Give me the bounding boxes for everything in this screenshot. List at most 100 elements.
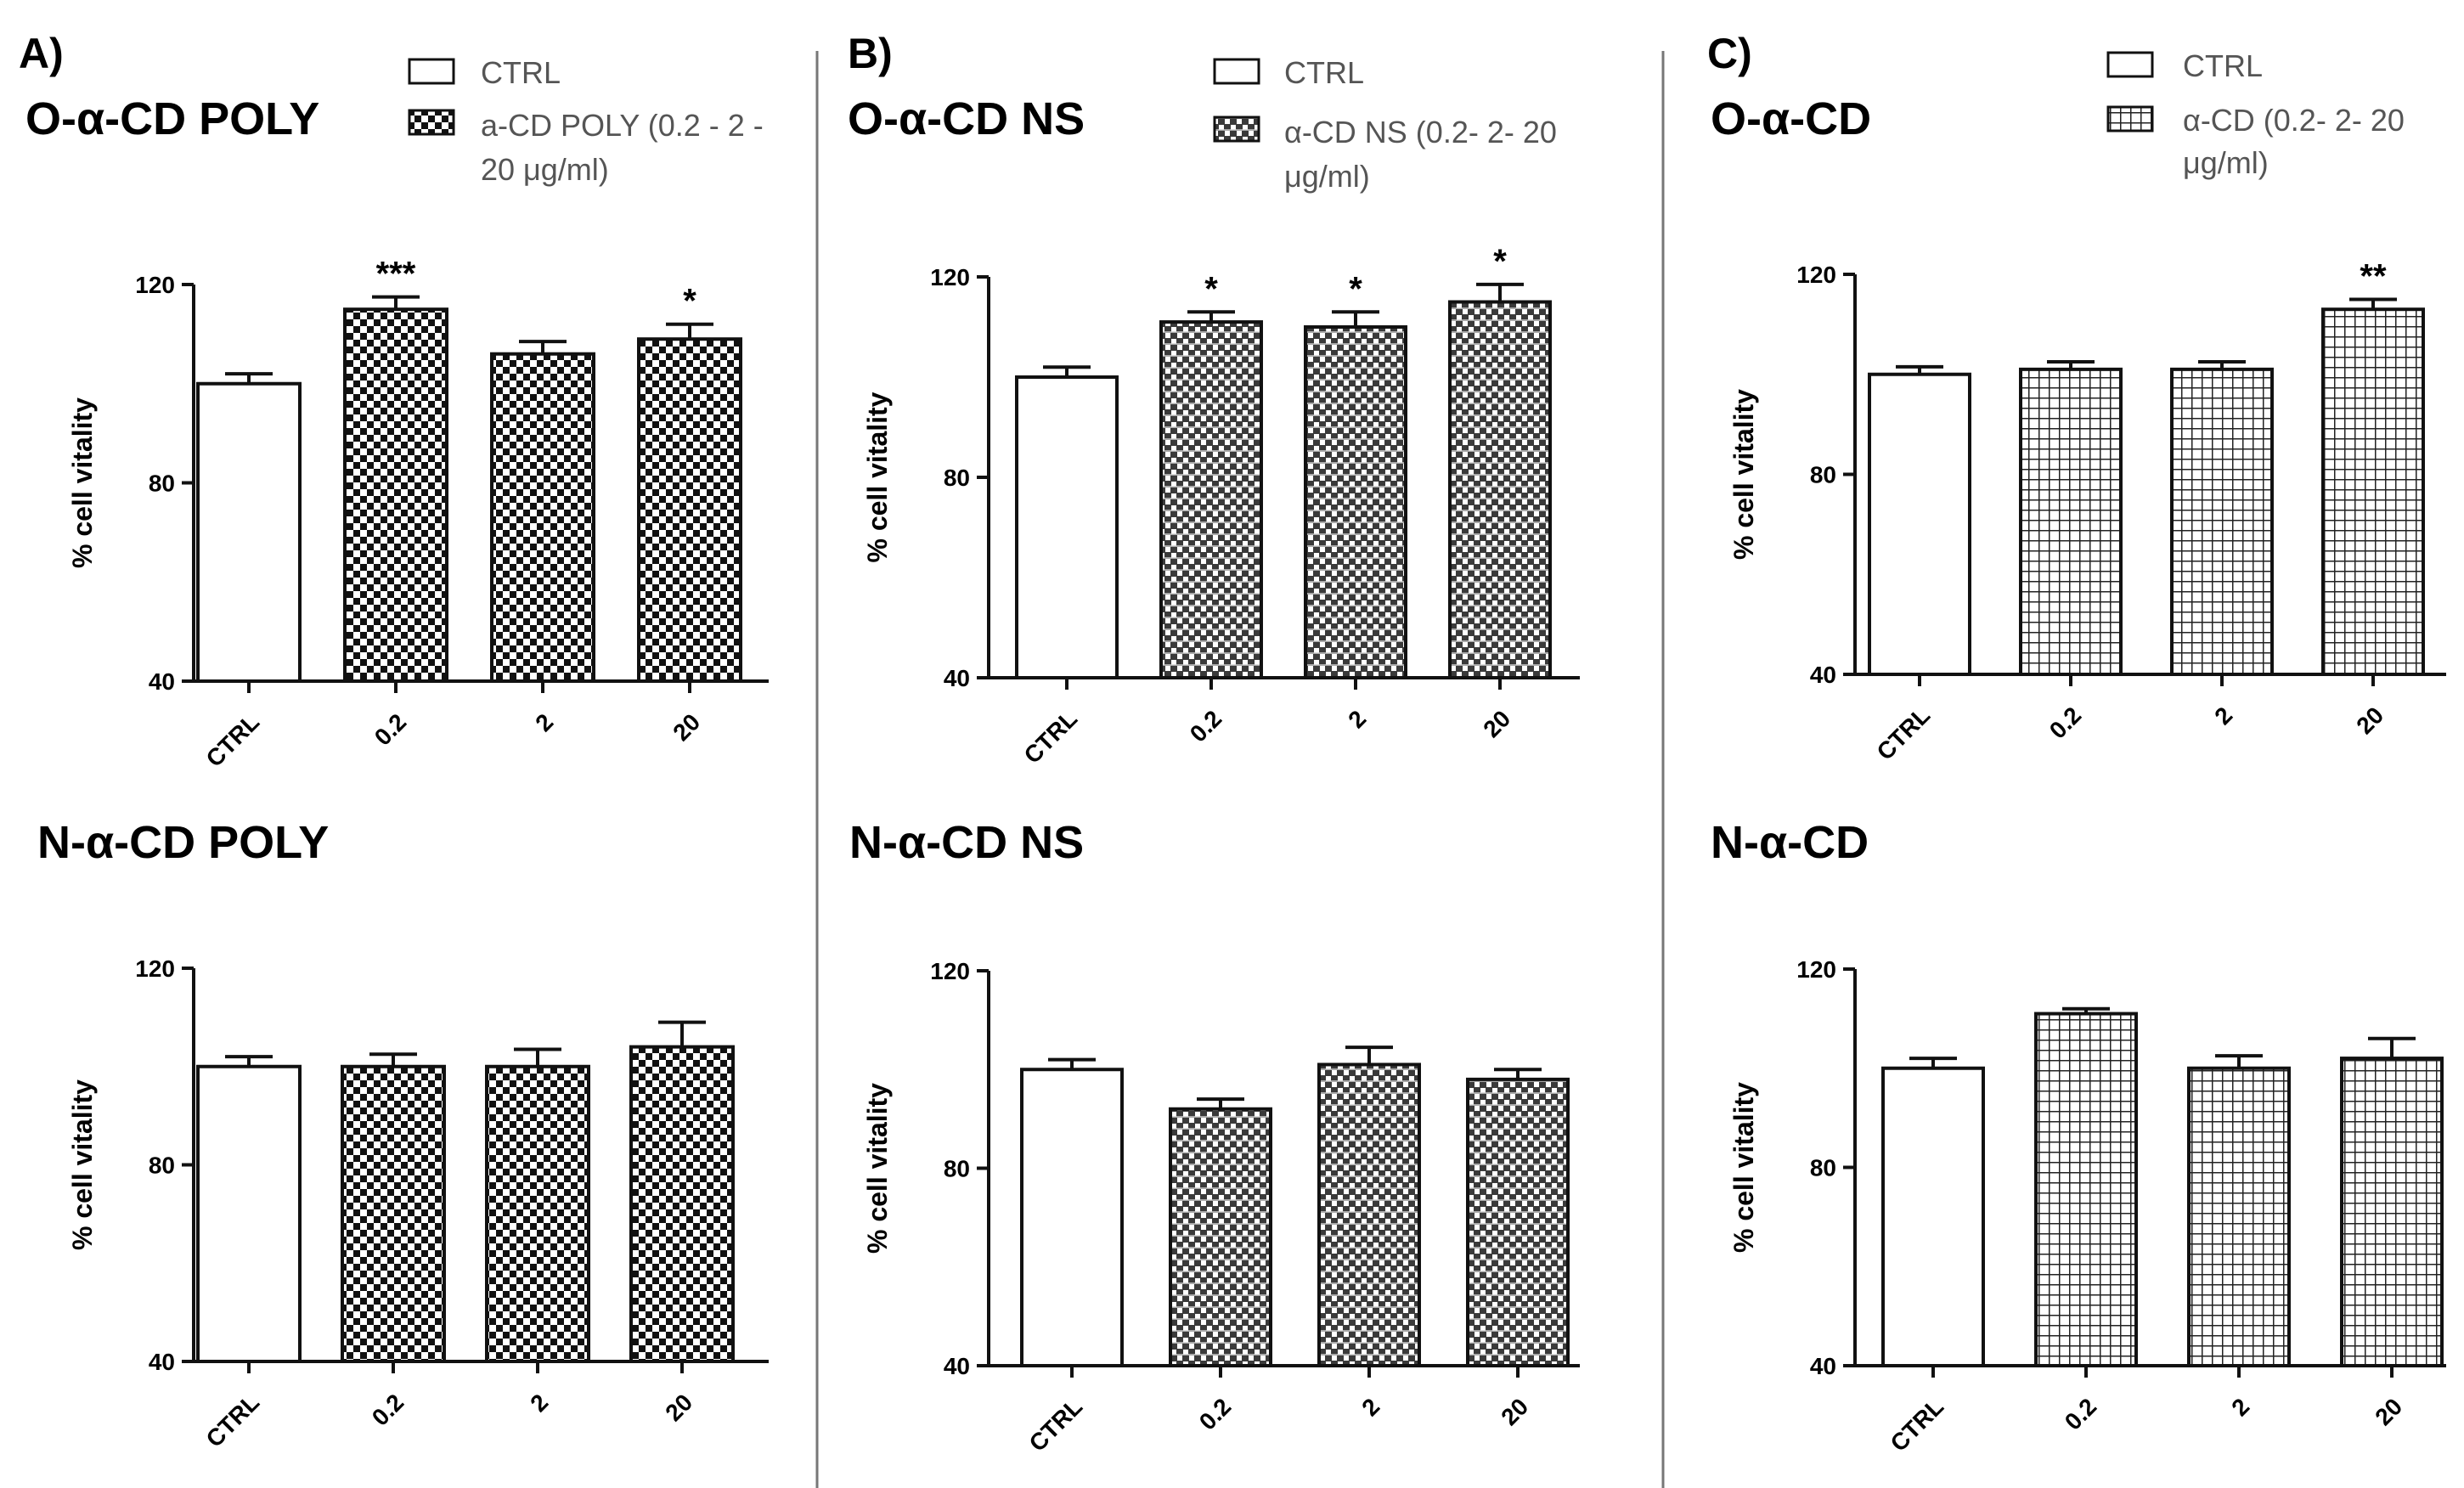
bar bbox=[1881, 1066, 1985, 1367]
legend-label-treated-line2: μg/ml) bbox=[1284, 159, 1370, 194]
chart-title: N-α-CD NS bbox=[849, 817, 1084, 868]
significance-label: ** bbox=[2360, 257, 2387, 295]
bar bbox=[1169, 1107, 1272, 1367]
legend-swatch-treated bbox=[408, 109, 455, 136]
y-tick-label: 80 bbox=[149, 1153, 175, 1179]
bar bbox=[2321, 307, 2425, 676]
x-tick-label: 20 bbox=[1478, 705, 1515, 742]
significance-label: * bbox=[683, 283, 696, 320]
x-tick-label: 20 bbox=[2351, 702, 2388, 739]
y-tick-label: 40 bbox=[149, 668, 175, 695]
x-tick-label: CTRL bbox=[1872, 702, 1936, 765]
bar bbox=[2019, 367, 2123, 676]
y-axis-label: % cell vitality bbox=[67, 397, 98, 568]
bar bbox=[1015, 375, 1119, 679]
x-tick-label: CTRL bbox=[201, 1389, 265, 1452]
significance-label: * bbox=[1204, 270, 1218, 307]
legend-swatch-treated bbox=[2106, 105, 2154, 132]
chart-o-alpha-cd: O-α-CD % cell vitality 40 80 120 CTRL 0.2 2 ** 20 bbox=[1711, 93, 2446, 765]
significance-label: * bbox=[1493, 243, 1507, 280]
chart-n-alpha-cd-poly: N-α-CD POLY % cell vitality 40 80 120 CTRL 0.2… bbox=[37, 817, 769, 1452]
x-tick-label: 2 bbox=[530, 708, 558, 736]
y-tick-label: 80 bbox=[944, 465, 970, 491]
chart-n-alpha-cd-ns: N-α-CD NS % cell vitality 40 80 120 CTRL 0.2 2 2… bbox=[849, 817, 1580, 1457]
panel-letter: A) bbox=[19, 30, 64, 77]
bar bbox=[1868, 372, 1971, 676]
x-tick-label: 0.2 bbox=[1185, 705, 1226, 747]
y-axis-label: % cell vitality bbox=[862, 1083, 893, 1254]
bar bbox=[490, 352, 595, 683]
legend-swatch-ctrl bbox=[2106, 51, 2154, 78]
x-tick-label: 2 bbox=[2209, 702, 2237, 730]
y-tick-label: 120 bbox=[930, 958, 970, 984]
bar bbox=[637, 337, 742, 683]
chart-o-alpha-cd-ns: O-α-CD NS % cell vitality 40 80 120 CTRL * 0.2 *… bbox=[848, 93, 1580, 769]
bar bbox=[2170, 367, 2274, 676]
x-tick-label: 20 bbox=[2370, 1393, 2407, 1430]
legend-label-treated-line2: μg/ml) bbox=[2183, 145, 2269, 180]
y-tick-label: 80 bbox=[149, 471, 175, 497]
legend-swatch-ctrl bbox=[1213, 58, 1260, 85]
legend: CTRL α-CD (0.2- 2- 20 μg/ml) bbox=[2106, 48, 2405, 180]
x-tick-label: CTRL bbox=[201, 708, 265, 772]
bar bbox=[1317, 1062, 1421, 1367]
panel-letter: C) bbox=[1707, 30, 1752, 77]
legend-swatch-treated bbox=[1213, 116, 1260, 143]
x-tick-label: 0.2 bbox=[369, 708, 411, 750]
x-tick-label: 2 bbox=[1343, 705, 1371, 733]
y-axis-label: % cell vitality bbox=[862, 392, 893, 562]
x-tick-label: 0.2 bbox=[2060, 1393, 2101, 1434]
x-tick-label: 20 bbox=[660, 1389, 697, 1426]
chart-title: O-α-CD NS bbox=[848, 93, 1085, 144]
y-axis-label: % cell vitality bbox=[1728, 1082, 1759, 1253]
y-tick-label: 40 bbox=[1810, 662, 1836, 688]
bar bbox=[1020, 1068, 1124, 1367]
bar bbox=[2034, 1012, 2138, 1367]
x-tick-label: 0.2 bbox=[2044, 702, 2086, 743]
x-tick-label: 2 bbox=[2226, 1393, 2254, 1421]
y-tick-label: 80 bbox=[1810, 1155, 1836, 1181]
x-tick-label: 2 bbox=[1356, 1393, 1384, 1421]
chart-title: N-α-CD bbox=[1711, 817, 1869, 868]
legend: CTRL α-CD NS (0.2- 2- 20 μg/ml) bbox=[1213, 55, 1557, 194]
x-tick-label: 0.2 bbox=[367, 1389, 409, 1430]
y-tick-label: 120 bbox=[1796, 262, 1836, 288]
y-tick-label: 80 bbox=[944, 1156, 970, 1182]
bar bbox=[1159, 320, 1263, 679]
legend: CTRL a-CD POLY (0.2 - 2 - 20 μg/ml) bbox=[408, 55, 764, 187]
x-tick-label: 2 bbox=[525, 1389, 553, 1417]
y-axis-label: % cell vitality bbox=[67, 1079, 98, 1250]
y-tick-label: 40 bbox=[149, 1349, 175, 1375]
bar bbox=[196, 381, 302, 683]
bar bbox=[2187, 1066, 2291, 1367]
bar bbox=[485, 1064, 590, 1363]
panel-letter: B) bbox=[848, 30, 893, 77]
y-tick-label: 40 bbox=[1810, 1353, 1836, 1379]
chart-title: O-α-CD POLY bbox=[25, 93, 319, 144]
legend-label-treated: α-CD NS (0.2- 2- 20 bbox=[1284, 115, 1557, 149]
y-tick-label: 120 bbox=[930, 264, 970, 290]
bar bbox=[1304, 325, 1407, 679]
y-tick-label: 80 bbox=[1810, 462, 1836, 488]
y-tick-label: 40 bbox=[944, 1353, 970, 1379]
panel-a: A) CTRL a-CD POLY (0.2 - 2 - 20 μg/ml) bbox=[19, 30, 764, 187]
y-tick-label: 40 bbox=[944, 665, 970, 691]
panel-c: C) CTRL α-CD (0.2- 2- 20 μg/ml) bbox=[1707, 30, 2405, 180]
bar bbox=[1466, 1077, 1570, 1367]
bar bbox=[2340, 1057, 2444, 1367]
bar bbox=[343, 307, 448, 683]
legend-label-ctrl: CTRL bbox=[2183, 48, 2263, 83]
bar bbox=[341, 1064, 446, 1363]
legend-label-ctrl: CTRL bbox=[481, 55, 561, 90]
x-tick-label: 20 bbox=[1496, 1393, 1533, 1430]
legend-label-treated: α-CD (0.2- 2- 20 bbox=[2183, 103, 2405, 138]
legend-label-treated-line2: 20 μg/ml) bbox=[481, 152, 609, 187]
legend-swatch-ctrl bbox=[408, 58, 455, 85]
y-tick-label: 120 bbox=[135, 955, 175, 982]
y-axis-label: % cell vitality bbox=[1728, 389, 1759, 560]
chart-o-alpha-cd-poly: O-α-CD POLY% cell vitality4080120CTRL***… bbox=[25, 93, 769, 772]
legend-label-ctrl: CTRL bbox=[1284, 55, 1364, 90]
x-tick-label: CTRL bbox=[1019, 705, 1083, 769]
y-tick-label: 120 bbox=[1796, 956, 1836, 983]
